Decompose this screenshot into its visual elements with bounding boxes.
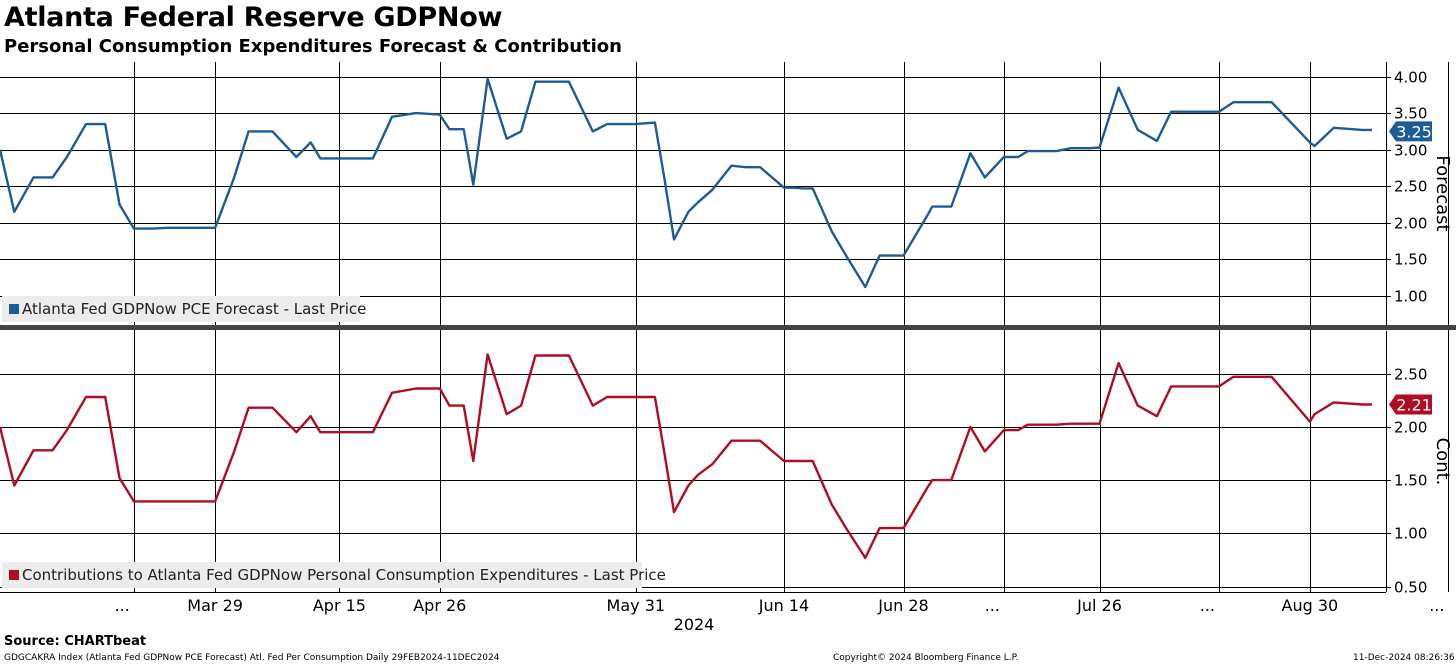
- x-tick-label: ...: [1429, 596, 1444, 615]
- x-tick-label: Mar 29: [187, 596, 243, 615]
- x-tick-label: ...: [115, 596, 130, 615]
- x-year-label: 2024: [674, 615, 715, 634]
- y-axis-title: Cont.: [1432, 438, 1453, 486]
- x-tick-label: May 31: [607, 596, 666, 615]
- last-value-badge: [1389, 394, 1432, 415]
- legend-label: Atlanta Fed GDPNow PCE Forecast - Last P…: [22, 300, 366, 318]
- legend-box: [2, 562, 642, 588]
- x-tick-label: Apr 26: [413, 596, 466, 615]
- copyright-notice: Copyright© 2024 Bloomberg Finance L.P.: [833, 653, 1019, 663]
- legend-swatch: [9, 570, 19, 580]
- y-tick-label: 3.00: [1394, 142, 1427, 160]
- x-tick-label: Apr 15: [313, 596, 366, 615]
- y-tick-label: 2.50: [1394, 366, 1427, 384]
- legend-box: [2, 296, 360, 322]
- legend-swatch: [9, 304, 19, 314]
- y-axis-title: Forecast: [1432, 155, 1453, 231]
- x-tick-label: ...: [1200, 596, 1215, 615]
- contribution-series-line: [0, 353, 1372, 560]
- y-tick-label: 0.50: [1394, 579, 1427, 597]
- y-tick-label: 2.00: [1394, 419, 1427, 437]
- y-tick-label: 3.50: [1394, 105, 1427, 123]
- x-tick-label: Jun 14: [758, 596, 809, 615]
- source-label: Source: CHARTbeat: [4, 634, 147, 649]
- timestamp: 11-Dec-2024 08:26:36: [1353, 653, 1455, 663]
- x-tick-label: Jul 26: [1076, 596, 1122, 615]
- forecast-series-line: [0, 77, 1372, 289]
- panel-divider: [0, 325, 1456, 330]
- chart-subtitle: Personal Consumption Expenditures Foreca…: [4, 36, 622, 57]
- y-tick-label: 1.50: [1394, 472, 1427, 490]
- y-tick-label: 2.50: [1394, 178, 1427, 196]
- x-tick-label: Aug 30: [1282, 596, 1339, 615]
- last-value-badge: [1389, 121, 1432, 142]
- legend-label: Contributions to Atlanta Fed GDPNow Pers…: [22, 566, 666, 584]
- last-value-label: 2.21: [1396, 396, 1432, 415]
- y-tick-label: 1.00: [1394, 525, 1427, 543]
- x-tick-label: Jun 28: [877, 596, 928, 615]
- chart-title: Atlanta Federal Reserve GDPNow: [4, 2, 503, 33]
- y-tick-label: 1.50: [1394, 251, 1427, 269]
- y-tick-label: 2.00: [1394, 215, 1427, 233]
- x-tick-label: ...: [985, 596, 1000, 615]
- y-tick-label: 4.00: [1394, 69, 1427, 87]
- ticker-info: GDGCAKRA Index (Atlanta Fed GDPNow PCE F…: [4, 653, 500, 663]
- last-value-label: 3.25: [1396, 122, 1432, 141]
- y-tick-label: 1.00: [1394, 288, 1427, 306]
